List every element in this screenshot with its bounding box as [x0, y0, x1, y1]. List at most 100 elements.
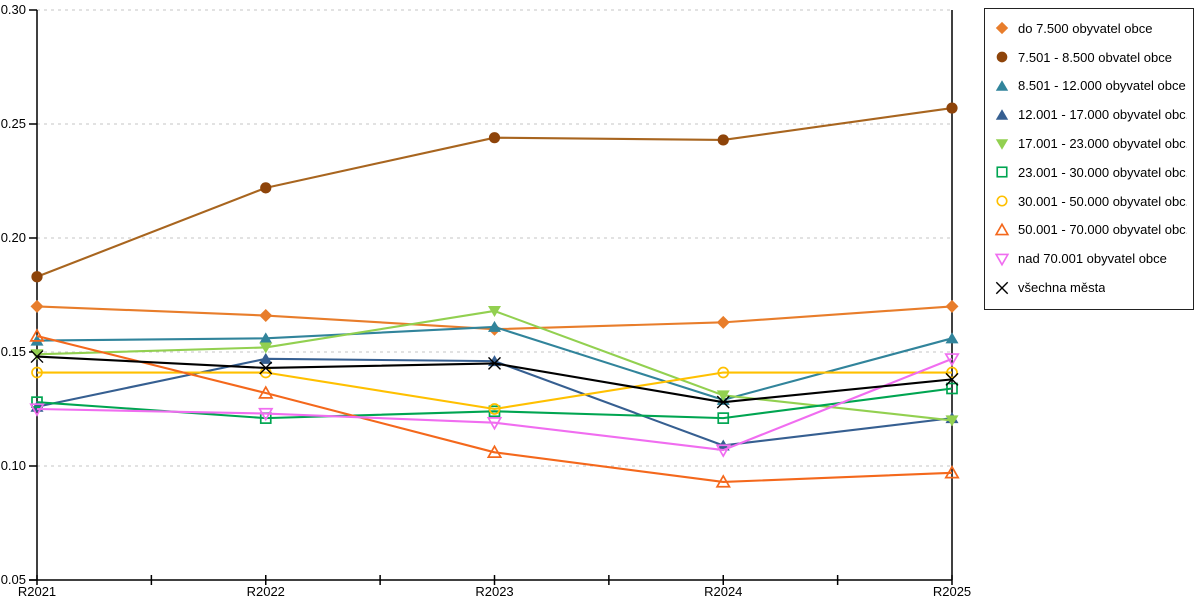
legend-marker [995, 138, 1009, 150]
legend-item-label: 17.001 - 23.000 obyvatel obc... [1018, 136, 1187, 152]
triangle-down-marker-icon [995, 138, 1009, 150]
square-open-marker-icon [717, 412, 730, 424]
diamond-marker-icon [945, 299, 959, 313]
x-tick-label: R2022 [247, 584, 285, 599]
triangle-up-open-marker-icon [486, 444, 503, 458]
circle-marker-icon [260, 182, 272, 194]
legend-item-label: do 7.500 obyvatel obce [1018, 20, 1153, 36]
series-line [36, 335, 953, 484]
legend-item-label: nad 70.001 obyvatel obce [1018, 251, 1167, 267]
x-marker-icon [30, 350, 44, 364]
x-marker-icon [259, 361, 273, 375]
triangle-up-open-marker-icon [258, 385, 274, 399]
legend-item: všechna města [993, 273, 1187, 302]
triangle-up-marker-icon [259, 332, 273, 344]
legend-item-label: 50.001 - 70.000 obyvatel obc... [1018, 222, 1187, 238]
y-tick-label: 0.10 [1, 458, 26, 473]
x-marker-icon [945, 372, 959, 386]
triangle-up-marker-icon [945, 332, 959, 344]
legend-marker [995, 80, 1009, 91]
circle-open-marker-icon [717, 366, 730, 379]
circle-marker-icon [31, 271, 43, 283]
series-5 [30, 305, 959, 427]
circle-open-marker-icon [996, 195, 1008, 207]
circle-open-marker-icon [31, 366, 43, 379]
triangle-up-marker-icon [259, 352, 273, 364]
series-line [36, 357, 953, 452]
triangle-down-marker-icon [488, 305, 501, 317]
legend-item: 23.001 - 30.000 obyvatel obc... [993, 158, 1187, 187]
legend-marker [996, 195, 1008, 207]
legend-item-label: 30.001 - 50.000 obyvatel obc... [1018, 193, 1187, 209]
diamond-marker-icon [995, 22, 1009, 35]
triangle-down-marker-icon [945, 415, 959, 427]
triangle-down-open-marker-icon [715, 444, 731, 458]
circle-open-marker-icon [946, 366, 958, 379]
triangle-up-marker-icon [995, 109, 1009, 120]
triangle-up-marker-icon [488, 320, 501, 332]
triangle-down-marker-icon [716, 390, 730, 402]
legend-item: nad 70.001 obyvatel obce [993, 244, 1187, 273]
y-tick-label: 0.05 [1, 572, 26, 587]
triangle-down-open-marker-icon [258, 407, 274, 422]
series-10 [30, 350, 959, 409]
x-tick-label: R2023 [475, 584, 513, 599]
x-tick-label: R2025 [933, 584, 971, 599]
legend-item: do 7.500 obyvatel obce [993, 14, 1187, 43]
legend-item: 30.001 - 50.000 obyvatel obc... [993, 187, 1187, 216]
triangle-up-open-marker-icon [944, 465, 960, 479]
legend-marker [996, 166, 1008, 178]
y-tick-label: 0.20 [1, 230, 26, 245]
series-7 [31, 366, 958, 415]
x-tick-label: R2021 [18, 584, 56, 599]
diamond-marker-icon [716, 315, 730, 329]
legend-marker [995, 22, 1009, 35]
legend-marker [995, 109, 1009, 120]
legend-marker [996, 51, 1008, 63]
triangle-down-open-marker-icon [29, 403, 45, 417]
legend-item-label: 7.501 - 8.500 obvatel obce [1018, 49, 1172, 65]
legend-marker [994, 253, 1010, 267]
circle-marker-icon [488, 132, 501, 144]
series-4 [30, 352, 959, 451]
circle-marker-icon [996, 51, 1008, 63]
triangle-up-marker-icon [995, 80, 1009, 91]
legend-item: 17.001 - 23.000 obyvatel obc... [993, 129, 1187, 158]
diamond-marker-icon [259, 309, 273, 323]
triangle-up-open-marker-icon [715, 474, 731, 488]
series-line [37, 371, 952, 411]
circle-open-marker-icon [488, 403, 501, 415]
circle-marker-icon [717, 134, 729, 146]
diamond-marker-icon [30, 299, 44, 313]
y-tick-label: 0.25 [1, 116, 26, 131]
circle-marker-icon [946, 102, 958, 114]
series-8 [29, 328, 960, 488]
legend-box: do 7.500 obyvatel obce 7.501 - 8.500 obva… [984, 8, 1194, 310]
x-marker-icon [995, 281, 1009, 294]
y-tick-label: 0.30 [1, 2, 26, 17]
x-marker-icon [488, 356, 501, 370]
x-tick-label: R2024 [704, 584, 742, 599]
legend-item: 12.001 - 17.000 obyvatel obc... [993, 100, 1187, 129]
legend-marker [994, 222, 1010, 236]
triangle-down-open-marker-icon [994, 253, 1010, 267]
legend-item: 7.501 - 8.500 obvatel obce [993, 43, 1187, 72]
square-open-marker-icon [31, 396, 43, 409]
series-2 [31, 102, 958, 283]
legend-item-label: všechna města [1018, 280, 1106, 296]
legend-item: 8.501 - 12.000 obyvatel obce [993, 72, 1187, 101]
legend-item-label: 8.501 - 12.000 obyvatel obce [1018, 78, 1186, 94]
legend-item-label: 23.001 - 30.000 obyvatel obc... [1018, 164, 1187, 180]
triangle-down-marker-icon [30, 349, 44, 361]
series-9 [29, 353, 960, 458]
legend-item-label: 12.001 - 17.000 obyvatel obc... [1018, 107, 1187, 123]
x-marker-icon [716, 395, 730, 409]
triangle-up-open-marker-icon [994, 222, 1010, 236]
triangle-down-open-marker-icon [944, 353, 960, 367]
y-tick-label: 0.15 [1, 344, 26, 359]
triangle-up-open-marker-icon [29, 328, 45, 342]
square-open-marker-icon [996, 166, 1008, 178]
legend-marker [995, 281, 1009, 294]
